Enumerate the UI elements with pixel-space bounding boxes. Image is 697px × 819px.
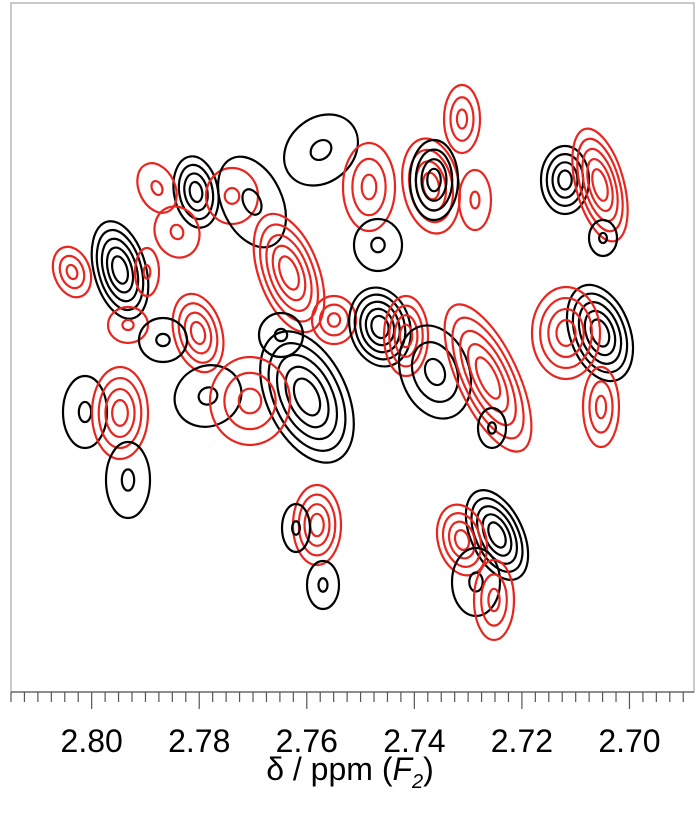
x-tick-label: 2.70 — [598, 723, 660, 759]
x-axis-title: δ / ppm (F2) — [266, 751, 434, 793]
x-tick-label: 2.78 — [168, 723, 230, 759]
x-tick-label: 2.80 — [61, 723, 123, 759]
x-axis-title-suffix: ) — [423, 751, 434, 787]
x-axis-title-subscript: 2 — [411, 771, 423, 793]
x-tick-label: 2.72 — [491, 723, 553, 759]
x-axis-title-prefix: δ / ppm ( — [266, 751, 393, 787]
x-axis: 2.80 2.78 2.76 2.74 2.72 2.70 — [11, 692, 694, 759]
x-axis-ticks — [11, 692, 683, 709]
